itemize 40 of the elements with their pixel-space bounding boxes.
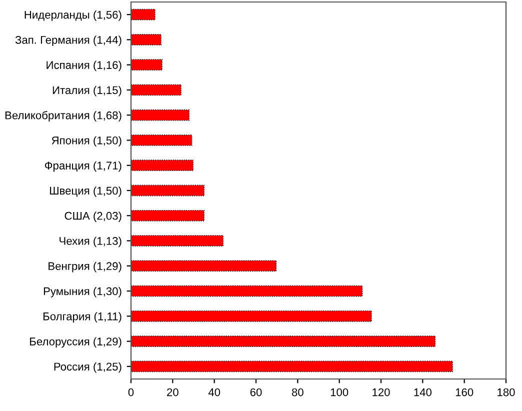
- x-tick-label: 180: [498, 388, 515, 396]
- y-tick-label: Швеция (1,50): [50, 186, 122, 197]
- bar: [131, 184, 205, 196]
- y-tick-label: Болгария (1,11): [44, 312, 122, 322]
- x-tick-label: 0: [128, 388, 134, 396]
- y-tick-label: Россия (1,25): [54, 362, 122, 373]
- bar: [131, 8, 156, 20]
- bar: [131, 160, 194, 172]
- y-tick-label: Зап. Германия (1,44): [15, 36, 122, 46]
- bar: [131, 285, 363, 297]
- y-tick-label: Франция (1,71): [44, 161, 122, 172]
- x-tick-label: 140: [414, 388, 432, 396]
- y-tick-label: Великобритания (1,68): [5, 111, 122, 122]
- y-tick-label: Испания (1,16): [46, 60, 122, 72]
- bar: [131, 360, 453, 372]
- bar: [131, 310, 372, 322]
- bar: [131, 134, 192, 146]
- y-tick-label: Чехия (1,13): [60, 236, 122, 248]
- bar: [131, 336, 436, 347]
- y-tick-label: Италия (1,15): [52, 86, 122, 96]
- bar: [131, 109, 190, 121]
- y-tick-label: Белоруссия (1,29): [30, 337, 122, 348]
- bar: [131, 34, 162, 46]
- bar: [131, 210, 205, 222]
- x-tick-label: 40: [208, 388, 220, 396]
- x-tick-label: 100: [330, 388, 348, 396]
- y-tick-label: США (2,03): [64, 212, 122, 222]
- y-tick-label: Венгрия (1,29): [48, 262, 122, 272]
- y-tick-label: Румыния (1,30): [44, 287, 122, 298]
- bar: [131, 84, 182, 96]
- x-tick-label: 120: [372, 388, 390, 396]
- bar: [131, 260, 277, 272]
- y-tick-label: Нидерланды (1,56): [24, 10, 122, 21]
- y-tick-label: Япония (1,50): [52, 136, 122, 147]
- x-tick-label: 160: [456, 388, 474, 396]
- bar: [131, 235, 224, 246]
- bar: [131, 59, 162, 71]
- x-tick-label: 20: [167, 388, 178, 396]
- x-tick-label: 60: [250, 388, 262, 396]
- x-tick-label: 80: [292, 388, 304, 396]
